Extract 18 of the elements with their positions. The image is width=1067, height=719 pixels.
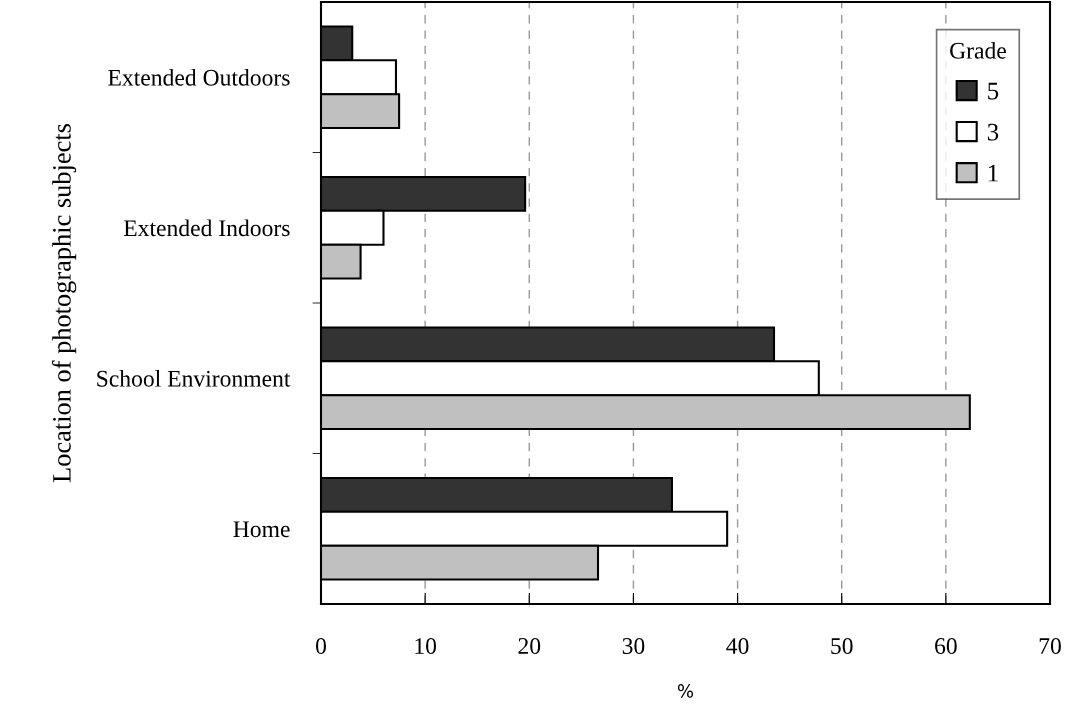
x-tick-label: 20: [518, 638, 541, 654]
x-tick-label: 0: [316, 638, 326, 654]
y-tick-label: Home: [233, 521, 290, 538]
y-axis-title: Location of photographic subjects: [51, 124, 77, 483]
y-tick-label: School Environment: [97, 370, 291, 387]
x-tick-label: 50: [831, 638, 853, 654]
y-tick-label: Extended Outdoors: [108, 69, 290, 86]
x-tick-label: 60: [935, 638, 957, 654]
x-tick-label: 30: [622, 638, 645, 654]
x-tick-label: 70: [1039, 638, 1061, 654]
legend-label: 3: [987, 123, 999, 141]
y-tick-label: Extended Indoors: [123, 219, 290, 237]
legend-label: 1: [988, 164, 998, 182]
legend-label: 5: [988, 82, 999, 100]
x-tick-label: 40: [726, 638, 749, 654]
legend-title: Grade: [950, 42, 1006, 59]
x-tick-label: 10: [415, 638, 437, 654]
x-axis-title: %: [677, 684, 694, 698]
